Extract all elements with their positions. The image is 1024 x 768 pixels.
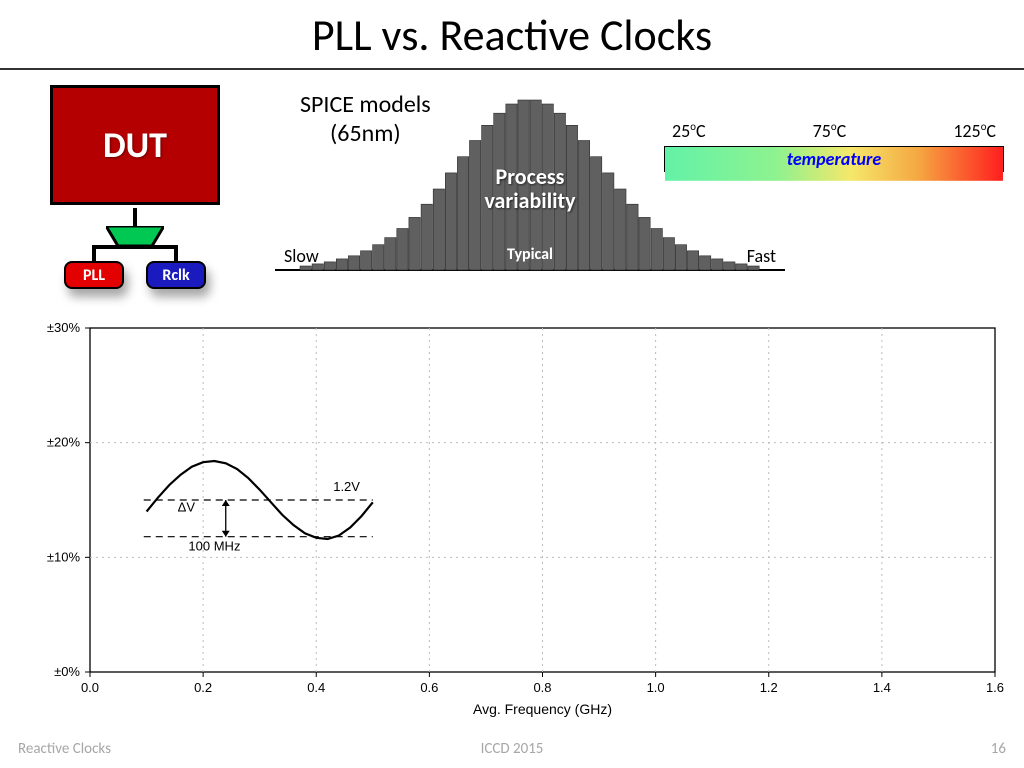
svg-text:0.2: 0.2 [194, 680, 212, 695]
footer-center: ICCD 2015 [0, 740, 1024, 758]
dut-box: DUT [50, 85, 220, 205]
temp-tick-0: 25oC [672, 120, 706, 142]
svg-text:±10%: ±10% [47, 549, 81, 564]
temperature-bar: temperature [664, 146, 1004, 172]
svg-text:0.6: 0.6 [420, 680, 438, 695]
footer-right: 16 [991, 740, 1006, 758]
dut-diagram: DUT PLL Rclk [40, 85, 240, 300]
process-histogram: SPICE models (65nm) Process variability … [270, 70, 790, 300]
svg-text:0.8: 0.8 [533, 680, 551, 695]
svg-text:1.0: 1.0 [647, 680, 665, 695]
svg-text:0.0: 0.0 [81, 680, 99, 695]
svg-text:100 MHz: 100 MHz [188, 538, 240, 553]
dut-mux [106, 226, 164, 246]
temp-tick-1: 75oC [813, 120, 847, 142]
temperature-ticks: 25oC 75oC 125oC [664, 120, 1004, 142]
svg-text:1.6: 1.6 [986, 680, 1004, 695]
svg-text:1.2V: 1.2V [333, 479, 360, 494]
svg-text:1.2: 1.2 [760, 680, 778, 695]
rclk-box: Rclk [146, 261, 206, 289]
svg-text:0.4: 0.4 [307, 680, 325, 695]
dut-branch-bar [92, 245, 178, 249]
svg-text:Avg. Frequency (GHz): Avg. Frequency (GHz) [473, 701, 612, 717]
chart-svg: 0.0 0.2 0.4 0.6 0.8 1.0 1.2 1.4 1.6 ±0% ±10% ±20% ±3… [30, 320, 1010, 720]
slide-footer: Reactive Clocks ICCD 2015 16 [0, 740, 1024, 762]
temp-tick-2: 125oC [953, 120, 996, 142]
svg-text:±0%: ±0% [54, 664, 80, 679]
svg-text:1.4: 1.4 [873, 680, 891, 695]
svg-text:ΔV: ΔV [178, 499, 196, 514]
temperature-label: temperature [787, 148, 881, 170]
page-title: PLL vs. Reactive Clocks [0, 0, 1024, 62]
dut-stem [133, 208, 137, 228]
svg-text:±30%: ±30% [47, 320, 81, 335]
pll-box: PLL [64, 261, 124, 289]
svg-text:±20%: ±20% [47, 435, 81, 450]
main-chart: 0.0 0.2 0.4 0.6 0.8 1.0 1.2 1.4 1.6 ±0% ±10% ±20% ±3… [30, 320, 1010, 720]
temperature-scale: 25oC 75oC 125oC temperature [664, 120, 1004, 172]
